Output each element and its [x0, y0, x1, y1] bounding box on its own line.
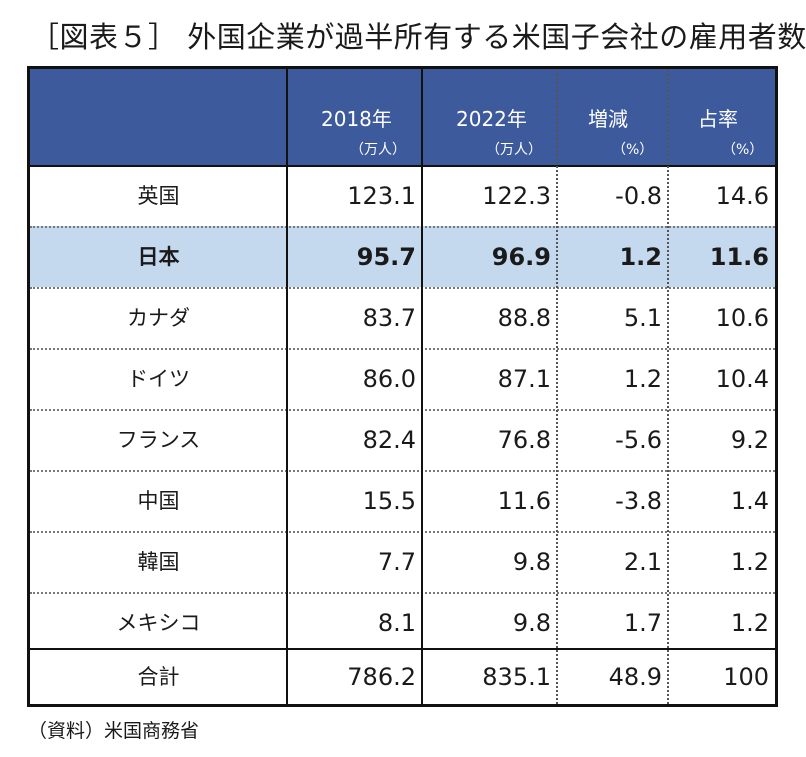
table-row: 中国 15.5 11.6 -3.8 1.4 — [30, 470, 775, 531]
value-2022: 122.3 — [482, 182, 551, 210]
value-2018: 786.2 — [347, 663, 416, 691]
header-2018-label: 2018年 — [321, 107, 392, 131]
value-change: 1.7 — [623, 609, 662, 637]
value-share: 11.6 — [709, 243, 769, 271]
country-name: 合計 — [137, 665, 180, 689]
header-share-label: 占率 — [698, 107, 738, 131]
source-note: （資料）米国商務省 — [28, 720, 200, 742]
value-2022: 76.8 — [497, 426, 551, 454]
country-name: 日本 — [137, 245, 180, 269]
value-change: 2.1 — [623, 548, 662, 576]
column-divider — [421, 69, 423, 704]
value-change: -0.8 — [615, 182, 662, 210]
table-row-highlighted: 日本 95.7 96.9 1.2 11.6 — [30, 226, 775, 287]
column-divider — [286, 69, 288, 704]
header-2022-unit: （万人） — [486, 142, 542, 158]
header-2018-unit: （万人） — [350, 142, 406, 158]
country-name: 中国 — [137, 489, 180, 513]
table-row: 英国 123.1 122.3 -0.8 14.6 — [30, 165, 775, 226]
country-name: メキシコ — [116, 611, 201, 635]
header-share-unit: （%） — [722, 142, 764, 158]
value-share: 9.2 — [730, 426, 769, 454]
table-row: ドイツ 86.0 87.1 1.2 10.4 — [30, 348, 775, 409]
header-change-label: 増減 — [588, 107, 628, 131]
value-share: 1.2 — [730, 609, 769, 637]
country-name: 英国 — [137, 184, 180, 208]
value-change: 1.2 — [623, 365, 662, 393]
table-row: メキシコ 8.1 9.8 1.7 1.2 — [30, 592, 775, 653]
table-row: 韓国 7.7 9.8 2.1 1.2 — [30, 531, 775, 592]
value-change: -5.6 — [615, 426, 662, 454]
value-share: 100 — [723, 663, 769, 691]
value-share: 10.6 — [715, 304, 769, 332]
table-header: 2018年 （万人） 2022年 （万人） 増減 （%） 占率 （%） — [30, 69, 775, 165]
value-2018: 82.4 — [362, 426, 416, 454]
value-2018: 83.7 — [362, 304, 416, 332]
value-change: 5.1 — [623, 304, 662, 332]
table-row: フランス 82.4 76.8 -5.6 9.2 — [30, 409, 775, 470]
value-change: 1.2 — [619, 243, 662, 271]
value-change: 48.9 — [608, 663, 662, 691]
value-share: 1.4 — [730, 487, 769, 515]
value-change: -3.8 — [615, 487, 662, 515]
country-name: 韓国 — [137, 550, 180, 574]
table-row-total: 合計 786.2 835.1 48.9 100 — [30, 648, 775, 704]
value-2022: 11.6 — [497, 487, 551, 515]
employment-table: 2018年 （万人） 2022年 （万人） 増減 （%） 占率 （%） 英国 1… — [27, 66, 778, 707]
value-2018: 86.0 — [362, 365, 416, 393]
header-change-unit: （%） — [612, 142, 654, 158]
table-row: カナダ 83.7 88.8 5.1 10.6 — [30, 287, 775, 348]
value-2022: 96.9 — [491, 243, 551, 271]
value-2018: 95.7 — [356, 243, 416, 271]
value-2022: 87.1 — [497, 365, 551, 393]
country-name: ドイツ — [127, 367, 190, 391]
value-2018: 123.1 — [347, 182, 416, 210]
value-2022: 835.1 — [482, 663, 551, 691]
value-share: 1.2 — [730, 548, 769, 576]
value-2018: 7.7 — [377, 548, 416, 576]
value-2022: 88.8 — [497, 304, 551, 332]
column-divider-dotted — [556, 69, 558, 704]
header-2022-label: 2022年 — [456, 107, 527, 131]
value-2022: 9.8 — [512, 548, 551, 576]
value-2022: 9.8 — [512, 609, 551, 637]
value-2018: 8.1 — [377, 609, 416, 637]
column-divider-dotted — [667, 69, 669, 704]
country-name: カナダ — [127, 306, 190, 330]
value-share: 14.6 — [715, 182, 769, 210]
value-2018: 15.5 — [362, 487, 416, 515]
figure-title: ［図表５］ 外国企業が過半所有する米国子会社の雇用者数 — [30, 20, 806, 54]
country-name: フランス — [116, 428, 201, 452]
value-share: 10.4 — [715, 365, 769, 393]
